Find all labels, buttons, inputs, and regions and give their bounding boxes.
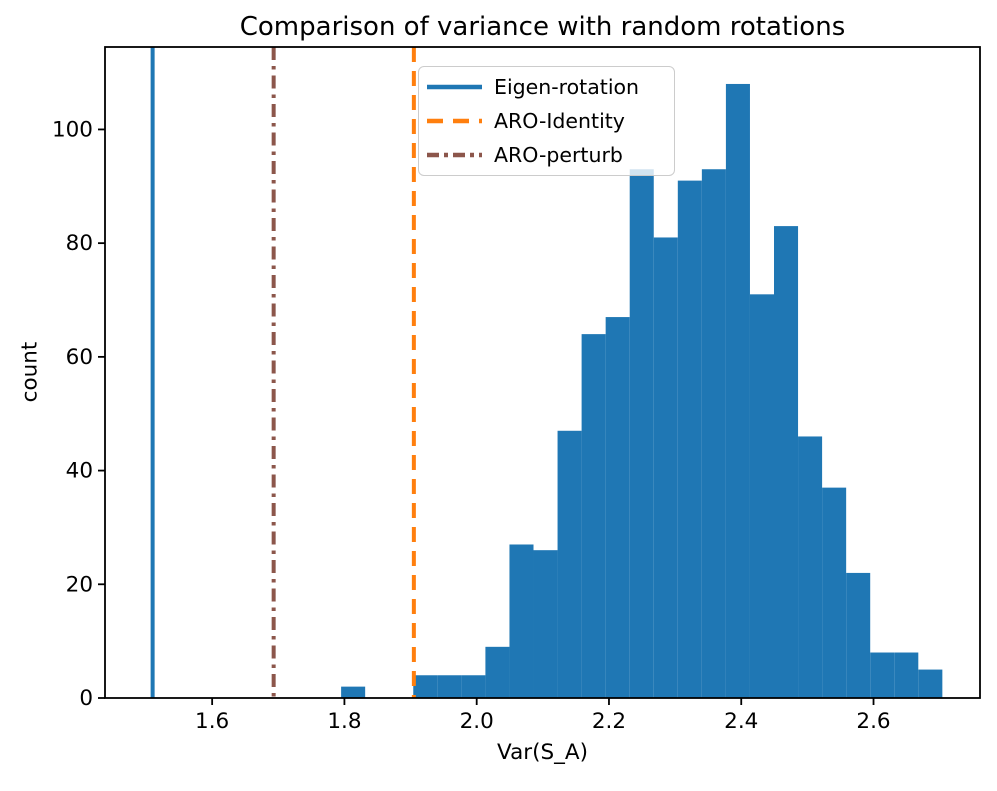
solid-line-sample-icon	[427, 84, 482, 90]
x-tick-label: 2.2	[592, 709, 626, 734]
histogram-bar	[918, 669, 943, 698]
histogram-bar	[437, 675, 462, 698]
histogram-bar	[846, 572, 871, 698]
y-tick-label: 20	[66, 572, 93, 597]
histogram-bar	[413, 675, 438, 698]
y-tick-label: 0	[79, 686, 93, 711]
histogram-bar	[557, 430, 582, 698]
chart-title: Comparison of variance with random rotat…	[239, 12, 846, 42]
histogram-bar	[677, 180, 702, 699]
histogram-bar	[725, 83, 750, 699]
y-tick-label: 40	[66, 459, 93, 484]
histogram-bar	[822, 487, 847, 698]
histogram-bar	[774, 226, 799, 698]
histogram-bar	[701, 169, 726, 698]
histogram-bar	[461, 675, 486, 698]
histogram-bar	[870, 652, 895, 698]
x-tick-label: 1.8	[327, 709, 361, 734]
y-tick-label: 60	[66, 345, 93, 370]
legend-label: ARO-perturb	[494, 143, 623, 167]
dashdot-line-sample-icon	[427, 152, 482, 158]
histogram-bar	[653, 237, 678, 698]
y-axis-label: count	[17, 341, 43, 403]
histogram-bar	[798, 436, 823, 698]
legend-item-eigen-rotation: Eigen-rotation	[419, 71, 674, 104]
x-tick-label: 1.6	[195, 709, 229, 734]
dashed-line-sample-icon	[427, 118, 482, 124]
legend-label: ARO-Identity	[494, 109, 625, 133]
x-tick-label: 2.6	[856, 709, 890, 734]
legend-item-aro-perturb: ARO-perturb	[419, 139, 674, 172]
y-tick-label: 80	[66, 231, 93, 256]
histogram-bar	[605, 317, 630, 698]
legend: Eigen-rotation ARO-Identity ARO-perturb	[418, 66, 675, 176]
axes-spines	[104, 46, 981, 699]
histogram-bar	[749, 294, 775, 698]
x-axis-label: Var(S_A)	[497, 740, 588, 765]
histogram-bar	[581, 334, 606, 698]
histogram-bar	[894, 652, 919, 698]
histogram-bar	[629, 169, 654, 698]
x-tick-label: 2.0	[460, 709, 494, 734]
histogram-bar	[533, 550, 558, 698]
histogram-bar	[341, 686, 366, 698]
y-tick-label: 100	[52, 117, 93, 142]
legend-item-aro-identity: ARO-Identity	[419, 105, 674, 138]
histogram-bar	[509, 544, 534, 698]
x-tick-label: 2.4	[724, 709, 758, 734]
histogram-bar	[485, 646, 510, 698]
legend-label: Eigen-rotation	[494, 75, 640, 99]
